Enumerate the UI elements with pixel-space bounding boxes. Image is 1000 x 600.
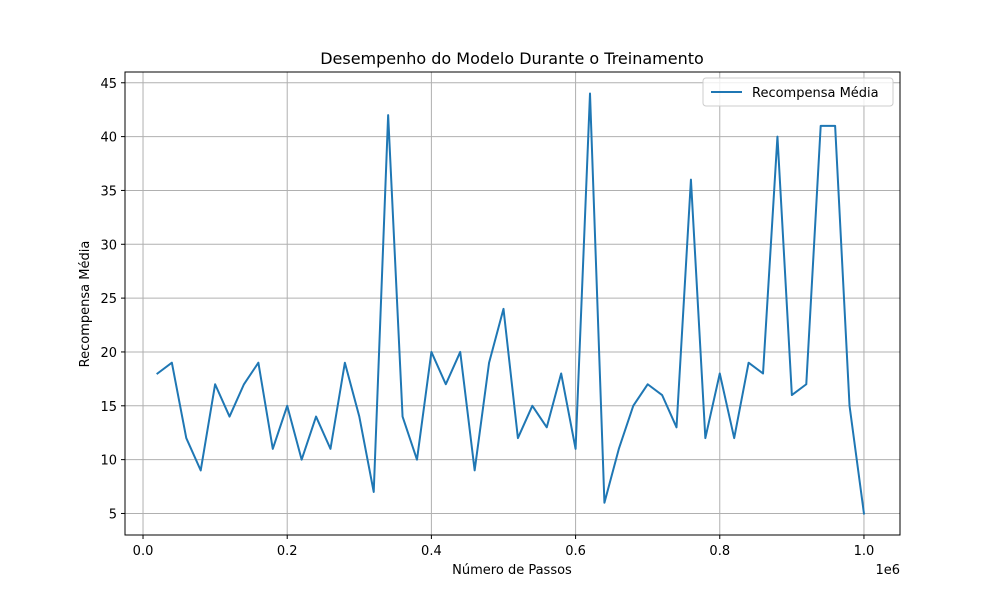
legend-label: Recompensa Média: [752, 86, 879, 101]
x-tick-label: 0.4: [421, 544, 442, 559]
y-tick-label: 20: [100, 346, 117, 361]
x-tick-label: 0.8: [709, 544, 730, 559]
x-tick-label: 0.6: [565, 544, 586, 559]
x-axis-ticks: 0.0 0.2 0.4 0.6 0.8 1.0: [133, 535, 875, 559]
y-tick-label: 25: [100, 292, 117, 307]
y-tick-label: 30: [100, 238, 117, 253]
y-tick-label: 5: [109, 507, 117, 522]
y-tick-label: 35: [100, 184, 117, 199]
series-layer: [156, 92, 866, 515]
x-axis-title: Número de Passos: [452, 563, 572, 578]
chart-title: Desempenho do Modelo Durante o Treinamen…: [320, 49, 704, 68]
x-axis-offset-label: 1e6: [875, 563, 900, 578]
x-tick-label: 1.0: [854, 544, 875, 559]
legend-box: [702, 77, 894, 107]
x-tick-label: 0.0: [133, 544, 154, 559]
y-axis-title: Recompensa Média: [78, 241, 93, 368]
legend: Recompensa Média: [702, 77, 894, 107]
x-tick-label: 0.2: [277, 544, 298, 559]
plot-frame: [124, 71, 901, 536]
y-tick-label: 40: [100, 131, 117, 146]
y-tick-label: 45: [100, 77, 117, 92]
series-line-recompensa-media: [156, 92, 866, 515]
grid-lines: [125, 72, 900, 535]
y-tick-label: 10: [100, 454, 117, 469]
y-axis-ticks: 5 10 15 20 25 30 35 40 45: [100, 77, 125, 522]
y-tick-label: 15: [100, 400, 117, 415]
